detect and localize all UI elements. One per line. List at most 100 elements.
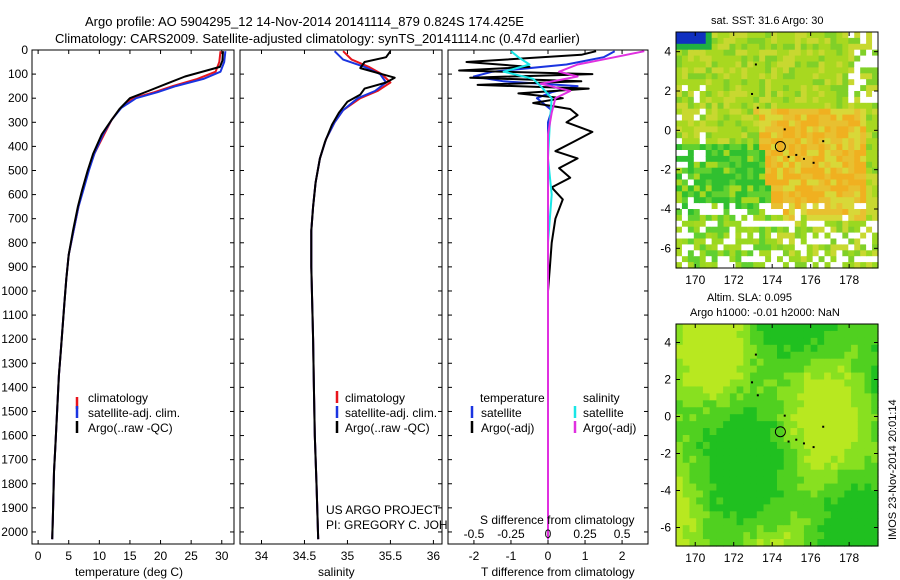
sst-cell [729, 185, 737, 192]
sst-cell [741, 232, 748, 240]
sst-cell [759, 185, 766, 192]
sst-cell [735, 161, 742, 169]
sst-cell [723, 114, 731, 122]
sst-cell [818, 262, 826, 269]
sst-cell [818, 126, 826, 133]
sst-cell [723, 67, 731, 74]
sst-cell [836, 114, 843, 122]
sla-cell [736, 435, 744, 443]
sst-cell [782, 132, 790, 139]
sla-cell [817, 518, 825, 526]
sst-cell [860, 173, 867, 181]
sst-cell [759, 161, 766, 169]
sla-cell [837, 428, 845, 436]
map-y-tick-label: -6 [660, 241, 671, 255]
sst-cell [687, 256, 695, 263]
sst-cell [800, 43, 808, 51]
sst-cell [788, 67, 796, 74]
sst-cell [854, 150, 861, 157]
sst-cell [836, 250, 843, 257]
sla-cell [857, 386, 866, 394]
sla-cell [736, 393, 744, 401]
sst-cell [676, 250, 683, 257]
sst-cell [818, 244, 826, 251]
map-y-tick-label: 0 [664, 410, 671, 424]
sla-cell [756, 379, 765, 388]
sst-cell [806, 203, 814, 210]
sla-cell [830, 393, 839, 401]
sst-cell [753, 226, 760, 234]
sst-cell [729, 250, 737, 257]
sst-cell [687, 179, 695, 186]
sst-cell [824, 226, 832, 234]
sst-cell [705, 191, 713, 198]
sst-cell [717, 108, 725, 116]
sla-cell [709, 532, 717, 540]
sst-cell [866, 55, 873, 63]
sst-cell [872, 167, 879, 175]
sst-cell [854, 79, 861, 86]
sst-cell [860, 185, 867, 192]
sst-cell [705, 91, 713, 98]
sla-cell [824, 476, 832, 485]
sst-cell [747, 37, 754, 45]
sla-cell [756, 358, 765, 367]
sst-cell [711, 144, 719, 151]
sla-cell [756, 407, 765, 415]
sst-cell [788, 179, 796, 186]
sla-cell [864, 337, 872, 346]
sst-cell [824, 144, 832, 151]
sla-cell [864, 351, 872, 360]
sla-cell [729, 455, 738, 464]
sla-cell [871, 393, 879, 401]
sst-cell [777, 185, 784, 192]
sst-cell [830, 120, 838, 127]
sst-cell [771, 114, 778, 122]
sst-cell [711, 96, 719, 104]
sla-cell [689, 379, 697, 388]
island-dot [754, 63, 757, 66]
sst-cell [711, 191, 719, 198]
sst-cell [806, 132, 814, 139]
sla-cell [830, 324, 839, 332]
depth-tick-label: 300 [8, 115, 28, 129]
sst-cell [848, 226, 855, 234]
sst-cell [794, 108, 802, 116]
sla-cell [729, 435, 738, 443]
sst-cell [699, 173, 707, 181]
sst-cell [788, 37, 796, 45]
sst-cell [777, 167, 784, 175]
sst-cell [741, 191, 748, 198]
sla-cell [696, 324, 704, 332]
sla-cell [676, 441, 684, 450]
sst-cell [717, 120, 725, 127]
sst-cell [765, 209, 772, 216]
sla-cell [723, 337, 731, 346]
sla-cell [857, 379, 866, 388]
sst-cell [788, 126, 796, 133]
sla-cell [844, 539, 852, 547]
sla-cell [790, 414, 798, 422]
sst-cell [753, 55, 760, 63]
sst-cell [705, 85, 713, 92]
sst-cell [705, 179, 713, 186]
sst-cell [676, 126, 683, 133]
sst-cell [818, 150, 826, 157]
sst-cell [788, 203, 796, 210]
sla-cell [763, 393, 771, 401]
sla-cell [763, 351, 771, 360]
sla-cell [763, 539, 771, 547]
sst-cell [848, 203, 855, 210]
sla-cell [756, 421, 765, 429]
sst-cell [729, 114, 737, 122]
sst-cell [717, 49, 725, 57]
sla-cell [803, 428, 812, 436]
figure-title-line2: Climatology: CARS2009. Satellite-adjuste… [55, 31, 580, 46]
sla-cell [676, 344, 684, 353]
sst-cell [794, 214, 802, 222]
difference-panel: temperature salinity satellite Argo(-adj… [447, 49, 649, 579]
sst-cell [765, 126, 772, 133]
sst-cell [676, 32, 683, 39]
sst-cell [824, 120, 832, 127]
sla-cell [702, 511, 711, 519]
